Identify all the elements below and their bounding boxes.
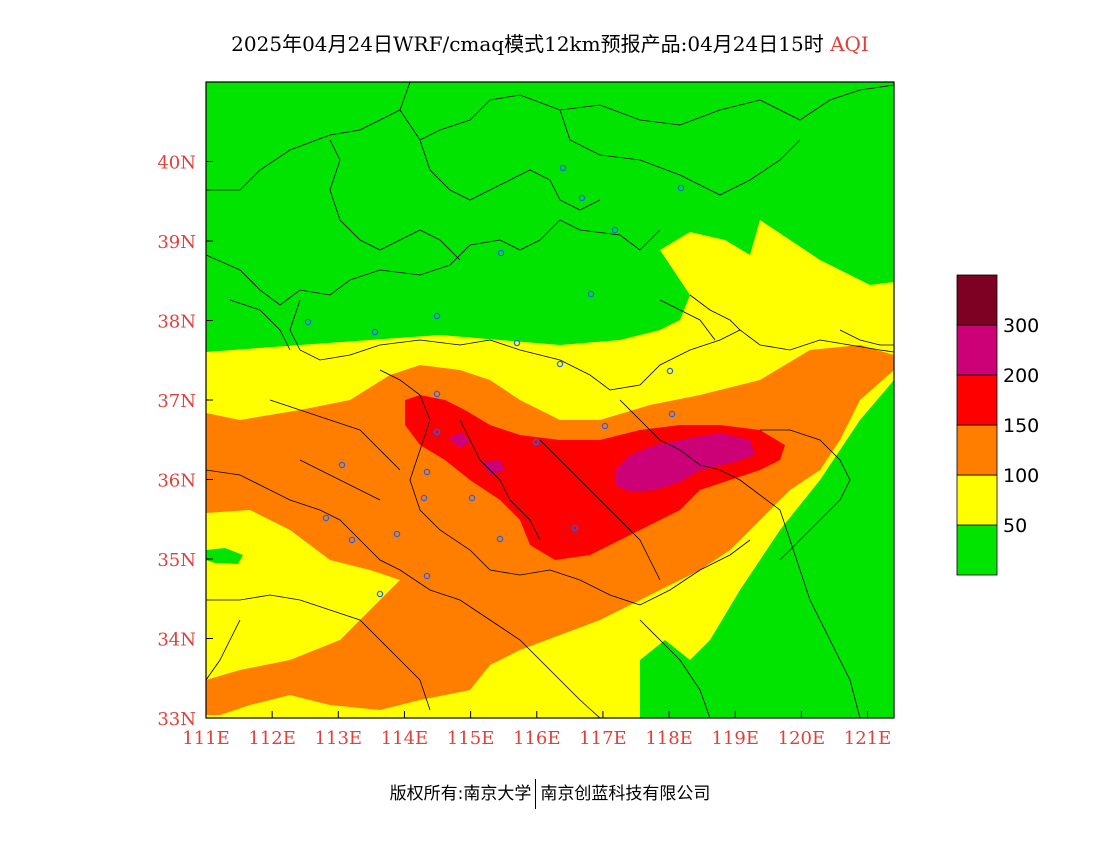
x-tick-label: 113E <box>315 728 363 749</box>
colorbar-swatch <box>956 474 998 526</box>
y-tick-label: 33N <box>157 709 196 730</box>
x-tick-label: 118E <box>645 728 693 749</box>
colorbar-label: 150 <box>1003 415 1039 437</box>
aqi-very-unhealthy-region <box>615 433 755 492</box>
aqi-good-south-patch <box>668 707 686 718</box>
y-tick-label: 35N <box>157 550 196 571</box>
colorbar-swatch <box>956 424 998 476</box>
city-markers <box>304 164 685 598</box>
y-tick-label: 34N <box>157 630 196 651</box>
colorbar-swatch <box>956 324 998 376</box>
y-axis: 33N 34N 35N 36N 37N 38N 39N 40N <box>157 153 213 730</box>
footer-separator <box>535 779 537 809</box>
aqi-good-west-patch <box>206 548 243 564</box>
copyright-company: 南京创蓝科技有限公司 <box>540 784 711 804</box>
x-tick-label: 115E <box>447 728 495 749</box>
aqi-very-unhealthy-patch <box>448 432 470 448</box>
map-title: 2025年04月24日WRF/cmaq模式12km预报产品:04月24日15时 … <box>0 28 1100 57</box>
x-tick-label: 119E <box>711 728 759 749</box>
x-axis: 111E 112E 113E 114E 115E 116E 117E 118E 119E 120E… <box>182 711 891 749</box>
y-tick-label: 37N <box>157 391 196 412</box>
x-tick-label: 114E <box>381 728 429 749</box>
y-tick-label: 40N <box>157 153 196 174</box>
colorbar-label: 200 <box>1003 365 1039 387</box>
x-tick-label: 116E <box>513 728 561 749</box>
colorbar-label: 300 <box>1003 315 1039 337</box>
colorbar-swatch <box>956 274 998 326</box>
province-boundaries <box>206 82 894 718</box>
title-main: 2025年04月24日WRF/cmaq模式12km预报产品:04月24日15时 <box>231 32 824 56</box>
y-tick-label: 38N <box>157 312 196 333</box>
aqi-colorbar: 50 100 150 200 300 <box>956 274 1039 576</box>
x-tick-label: 112E <box>248 728 296 749</box>
aqi-unhealthy-region <box>405 395 785 560</box>
x-tick-label: 117E <box>579 728 627 749</box>
title-variable: AQI <box>830 32 869 56</box>
x-tick-label: 120E <box>778 728 826 749</box>
y-tick-label: 36N <box>157 471 196 492</box>
x-tick-label: 111E <box>182 728 230 749</box>
copyright-owner: 版权所有:南京大学 <box>389 784 532 804</box>
y-tick-label: 39N <box>157 232 196 253</box>
aqi-very-unhealthy-patch-2 <box>482 460 505 475</box>
colorbar-label: 100 <box>1003 465 1039 487</box>
colorbar-swatch <box>956 524 998 576</box>
x-tick-label: 121E <box>844 728 892 749</box>
aqi-field <box>206 82 894 718</box>
aqi-good-east-region <box>670 380 894 718</box>
colorbar-label: 50 <box>1003 515 1027 537</box>
colorbar-swatch <box>956 374 998 426</box>
copyright-footer: 版权所有:南京大学 南京创蓝科技有限公司 <box>0 779 1100 809</box>
